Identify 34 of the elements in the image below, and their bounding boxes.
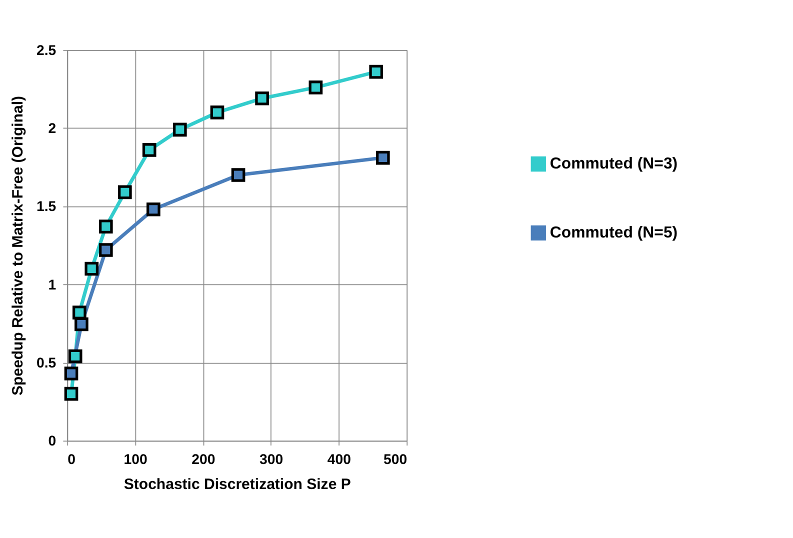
x-tick-label: 400 (327, 451, 352, 468)
point (210, 106, 224, 120)
x-tick-label: 300 (260, 451, 284, 468)
point (74, 317, 88, 332)
point (64, 366, 78, 380)
point (64, 386, 78, 401)
x-tick-label: 100 (124, 451, 148, 468)
x-tick-label: 500 (384, 451, 408, 468)
legend-label: Commuted (N=5) (550, 224, 678, 242)
point (118, 185, 132, 200)
point (255, 91, 269, 106)
y-tick-label: 2 (48, 120, 56, 136)
y-tick-label: 1.5 (36, 198, 56, 214)
point (98, 243, 113, 257)
point (172, 122, 187, 137)
point (142, 143, 156, 157)
point (72, 306, 86, 320)
y-tick-label: 1 (48, 276, 56, 292)
x-tick-label: 0 (68, 451, 76, 468)
y-axis-title: Speedup Relative to Matrix-Free (Original) (9, 96, 26, 396)
point (84, 262, 99, 276)
x-tick-label: 200 (192, 451, 216, 468)
point (231, 168, 246, 182)
point (68, 349, 82, 364)
point (376, 150, 390, 165)
x-axis-title: Stochastic Discretization Size P (124, 476, 351, 493)
y-tick-label: 0.5 (36, 354, 56, 370)
y-tick-label: 2.5 (36, 42, 56, 58)
point (308, 80, 323, 94)
legend-label: Commuted (N=3) (550, 155, 678, 172)
point (369, 64, 384, 79)
point (98, 220, 113, 234)
point (146, 202, 160, 216)
y-tick-label: 0 (48, 432, 56, 449)
